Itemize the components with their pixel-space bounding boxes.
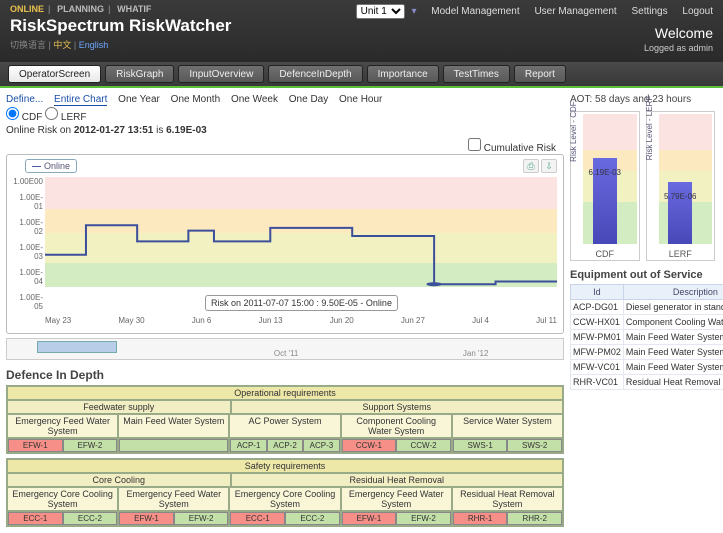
equip-table: Id Description ACP-DG01Diesel generator …: [570, 284, 723, 390]
topnav-planning[interactable]: PLANNING: [57, 4, 104, 14]
did-tag[interactable]: EFW-2: [174, 512, 229, 525]
top-bar: ONLINE| PLANNING| WHATIF RiskSpectrum Ri…: [0, 0, 723, 62]
range-month[interactable]: One Month: [171, 94, 220, 105]
table-row[interactable]: RHR-VC01Residual Heat Removal System ch: [571, 375, 723, 390]
table-row[interactable]: CCW-HX01Component Cooling Water System: [571, 315, 723, 330]
did-tag[interactable]: EFW-1: [119, 512, 174, 525]
tab-report[interactable]: Report: [514, 65, 566, 83]
did-title: Defence In Depth: [6, 368, 564, 382]
tab-operatorscreen[interactable]: OperatorScreen: [8, 65, 101, 83]
range-hour[interactable]: One Hour: [339, 94, 382, 105]
bar-lerf: Risk Level - LERF5.79E-06LERF: [646, 111, 716, 261]
range-day[interactable]: One Day: [289, 94, 328, 105]
link-logout[interactable]: Logout: [682, 6, 713, 17]
did-tag[interactable]: EFW-1: [8, 439, 63, 452]
timerange-line: Define... Entire Chart One Year One Mont…: [6, 94, 564, 105]
did-tag[interactable]: ECC-1: [8, 512, 63, 525]
radio-line: CDF LERF: [6, 107, 564, 123]
did-tag[interactable]: CCW-2: [396, 439, 451, 452]
link-model-mgmt[interactable]: Model Management: [431, 6, 519, 17]
cumulative-risk-checkbox[interactable]: Cumulative Risk: [468, 143, 556, 154]
chart-navigator[interactable]: Oct '11 Jan '12: [6, 338, 564, 360]
aot-text: AOT: 58 days and 23 hours: [570, 94, 715, 105]
risk-line: Online Risk on 2012-01-27 13:51 is 6.19E…: [6, 125, 564, 136]
risk-chart: Online ⎙ ⇩ 1.00E001.00E-011.00E-021.00E-…: [6, 154, 564, 334]
radio-cdf[interactable]: CDF: [6, 112, 42, 123]
link-settings[interactable]: Settings: [631, 6, 667, 17]
equip-col-desc[interactable]: Description: [623, 285, 723, 300]
bar-cdf: Risk Level - CDF6.19E-03CDF: [570, 111, 640, 261]
lang-cn[interactable]: 中文: [53, 40, 71, 50]
equip-title: Equipment out of Service: [570, 269, 715, 281]
link-user-mgmt[interactable]: User Management: [534, 6, 616, 17]
did-tag[interactable]: EFW-2: [396, 512, 451, 525]
logged-as: Logged as admin: [356, 43, 713, 53]
did-block: Safety requirementsCore CoolingResidual …: [6, 458, 564, 527]
define-link[interactable]: Define...: [6, 94, 43, 105]
lang-en[interactable]: English: [79, 40, 109, 50]
did-tag[interactable]: ACP-2: [267, 439, 303, 452]
y-axis: 1.00E001.00E-011.00E-021.00E-031.00E-041…: [11, 177, 43, 311]
range-year[interactable]: One Year: [118, 94, 160, 105]
tab-bar: OperatorScreenRiskGraphInputOverviewDefe…: [0, 62, 723, 88]
did-tag[interactable]: CCW-1: [342, 439, 397, 452]
range-week[interactable]: One Week: [231, 94, 278, 105]
tab-riskgraph[interactable]: RiskGraph: [105, 65, 174, 83]
tab-defenceindepth[interactable]: DefenceInDepth: [268, 65, 362, 83]
table-row[interactable]: MFW-PM02Main Feed Water System pump 2: [571, 345, 723, 360]
did-tag[interactable]: EFW-2: [63, 439, 118, 452]
did-block: Operational requirementsFeedwater supply…: [6, 385, 564, 454]
unit-select[interactable]: Unit 1: [356, 4, 405, 19]
did-tag[interactable]: ECC-2: [285, 512, 340, 525]
entire-chart[interactable]: Entire Chart: [54, 94, 107, 106]
x-axis: May 23May 30Jun 6Jun 13Jun 20Jun 27Jul 4…: [45, 316, 557, 325]
chart-tooltip: Risk on 2011-07-07 15:00 : 9.50E-05 - On…: [205, 295, 398, 311]
did-tag[interactable]: EFW-1: [342, 512, 397, 525]
table-row[interactable]: MFW-VC01Main Feed Water System isolation: [571, 360, 723, 375]
welcome-text: Welcome: [356, 25, 713, 41]
topnav-whatif[interactable]: WHATIF: [117, 4, 151, 14]
table-row[interactable]: ACP-DG01Diesel generator in standby supp…: [571, 300, 723, 315]
topnav-online[interactable]: ONLINE: [10, 4, 44, 14]
top-links: Unit 1 ▾ Model Management User Managemen…: [356, 4, 713, 19]
tab-testtimes[interactable]: TestTimes: [443, 65, 510, 83]
did-tag[interactable]: ECC-1: [230, 512, 285, 525]
print-icon[interactable]: ⎙: [523, 159, 539, 173]
radio-lerf[interactable]: LERF: [45, 112, 86, 123]
chevron-down-icon: ▾: [411, 6, 416, 17]
tab-inputoverview[interactable]: InputOverview: [178, 65, 264, 83]
equip-col-id[interactable]: Id: [571, 285, 624, 300]
tab-importance[interactable]: Importance: [367, 65, 439, 83]
did-tag[interactable]: ECC-2: [63, 512, 118, 525]
export-icon[interactable]: ⇩: [541, 159, 557, 173]
did-tag[interactable]: RHR-2: [507, 512, 562, 525]
did-tag[interactable]: ACP-1: [230, 439, 266, 452]
did-tag[interactable]: SWS-1: [453, 439, 508, 452]
did-tag[interactable]: ACP-3: [303, 439, 339, 452]
did-tag[interactable]: SWS-2: [507, 439, 562, 452]
did-tag[interactable]: RHR-1: [453, 512, 508, 525]
table-row[interactable]: MFW-PM01Main Feed Water System pump 1: [571, 330, 723, 345]
chart-legend: Online: [25, 159, 77, 173]
plot-area: Risk on 2011-07-07 15:00 : 9.50E-05 - On…: [45, 177, 557, 311]
